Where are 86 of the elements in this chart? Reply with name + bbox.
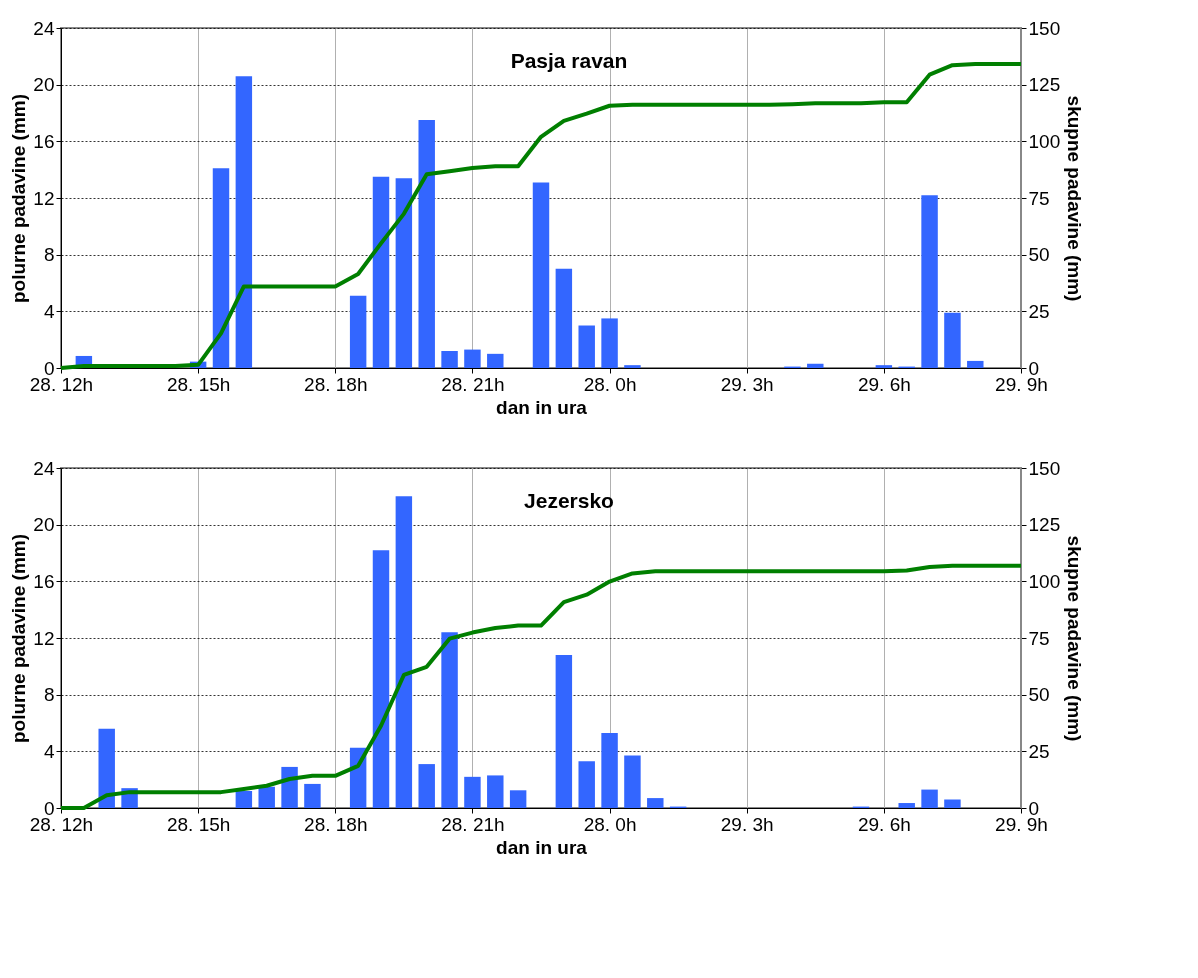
text: Pasja ravan	[510, 49, 628, 72]
x-tick-label: 28. 15h	[166, 813, 231, 835]
bar	[944, 799, 961, 808]
y-tick-label: 24	[33, 17, 55, 39]
y2-tick-label: 150	[1028, 457, 1061, 479]
y-tick-label: 20	[33, 514, 55, 536]
y-axis-title: polurne padavine (mm)	[8, 93, 30, 304]
x-tick-label: 28. 21h	[441, 813, 505, 835]
bar	[921, 195, 938, 368]
bar	[921, 789, 938, 808]
bar	[212, 168, 230, 368]
y2-tick-label: 50	[1028, 684, 1050, 706]
bar	[464, 776, 481, 808]
y-tick-label: 24	[33, 457, 55, 479]
bar	[98, 728, 115, 808]
y-tick-label: 4	[43, 300, 55, 322]
x-tick-label: 29. 6h	[857, 813, 911, 835]
y-tick-label: 0	[43, 357, 55, 379]
y-tick-label: 0	[43, 797, 55, 819]
y-tick-label: 8	[43, 244, 55, 266]
x-tick-label: 28. 18h	[304, 813, 368, 835]
bar	[441, 351, 458, 368]
y-tick-label: 16	[33, 570, 55, 592]
bar	[578, 325, 595, 368]
bar	[647, 798, 664, 808]
bar	[487, 353, 504, 368]
bar	[944, 312, 961, 368]
text: Jezersko	[524, 489, 614, 512]
y2-tick-label: 0	[1028, 797, 1040, 819]
y-tick-label: 8	[43, 684, 55, 706]
bar	[235, 76, 253, 368]
y2-axis-title: skupne padavine (mm)	[1064, 535, 1086, 742]
bar	[532, 182, 550, 368]
x-axis-title: dan in ura	[496, 396, 588, 418]
bar	[555, 655, 573, 808]
bar	[418, 764, 435, 808]
bar	[349, 295, 367, 368]
y2-tick-label: 25	[1028, 300, 1050, 322]
y2-tick-label: 50	[1028, 244, 1050, 266]
bar	[578, 761, 595, 808]
y2-tick-label: 100	[1028, 130, 1061, 152]
x-tick-label: 29. 3h	[720, 813, 774, 835]
bar	[898, 803, 915, 808]
x-tick-label: 29. 3h	[720, 373, 774, 395]
y-tick-label: 16	[33, 130, 55, 152]
bar	[304, 783, 321, 808]
bar	[235, 791, 253, 808]
bar	[601, 318, 618, 368]
bar	[418, 120, 435, 368]
y2-tick-label: 0	[1028, 357, 1040, 379]
x-axis-title: dan in ura	[496, 836, 588, 858]
y2-tick-label: 75	[1028, 187, 1050, 209]
bar	[624, 365, 641, 368]
bar	[967, 360, 984, 368]
bar	[372, 550, 390, 808]
x-tick-label: 28. 0h	[583, 373, 637, 395]
bar	[487, 775, 504, 808]
y2-tick-label: 125	[1028, 74, 1061, 96]
bar	[509, 790, 527, 808]
x-tick-label: 28. 18h	[304, 373, 368, 395]
y-tick-label: 12	[33, 627, 55, 649]
bar	[395, 496, 413, 808]
bar	[624, 755, 641, 808]
bar	[258, 786, 275, 808]
y-tick-label: 4	[43, 740, 55, 762]
y-tick-label: 12	[33, 187, 55, 209]
y2-tick-label: 75	[1028, 627, 1050, 649]
bar	[395, 178, 413, 368]
y2-tick-label: 125	[1028, 514, 1061, 536]
y2-tick-label: 150	[1028, 17, 1061, 39]
x-tick-label: 28. 21h	[441, 373, 505, 395]
x-tick-label: 28. 15h	[166, 373, 231, 395]
bar	[601, 732, 618, 808]
y-axis-title: polurne padavine (mm)	[8, 533, 30, 744]
x-tick-label: 29. 6h	[857, 373, 911, 395]
bar	[441, 632, 458, 808]
bar	[875, 365, 893, 368]
y-tick-label: 20	[33, 74, 55, 96]
y2-tick-label: 25	[1028, 740, 1050, 762]
bar	[464, 349, 481, 368]
y2-tick-label: 100	[1028, 570, 1061, 592]
bar	[372, 176, 390, 368]
x-tick-label: 28. 0h	[583, 813, 637, 835]
bar	[555, 268, 573, 368]
bar	[807, 363, 824, 368]
y2-axis-title: skupne padavine (mm)	[1064, 95, 1086, 302]
